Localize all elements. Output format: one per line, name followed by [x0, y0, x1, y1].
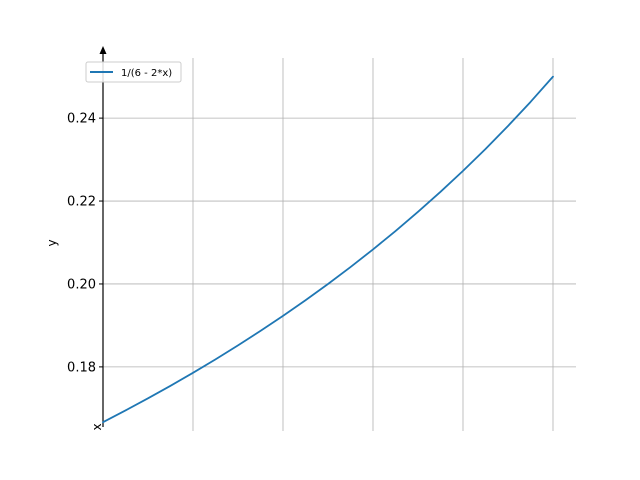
y-tick-label: 0.22 [67, 195, 96, 210]
y-tick-label: 0.18 [67, 360, 96, 375]
series [102, 75, 554, 424]
y-tick-label: 0.20 [67, 277, 96, 292]
grid [103, 58, 576, 431]
legend-label: 1/(6 - 2*x) [121, 68, 172, 79]
legend: 1/(6 - 2*x) [85, 61, 182, 83]
y-axis-arrow-icon [99, 46, 107, 54]
y-ticks: 0.18 0.20 0.22 0.24 [67, 112, 103, 375]
y-tick-label: 0.24 [67, 112, 96, 127]
y-axis-label: y [45, 239, 59, 246]
series-line [102, 75, 554, 424]
x-axis-label: x [90, 423, 104, 430]
legend-box [85, 61, 182, 83]
axes [99, 46, 107, 427]
